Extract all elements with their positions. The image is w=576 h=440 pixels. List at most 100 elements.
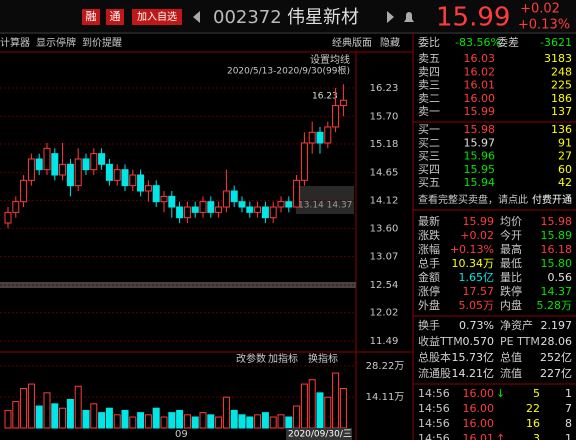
candle-body xyxy=(332,105,340,128)
badge[interactable] xyxy=(106,9,124,25)
stat-value: 15.99 xyxy=(463,215,495,228)
book-label: 委差 xyxy=(497,35,519,49)
book-label: 委比 xyxy=(418,36,440,49)
volume-bar xyxy=(316,392,324,429)
toolbar-item[interactable]: 隐藏 xyxy=(380,37,400,49)
fund-value: 0.570 xyxy=(463,335,495,348)
stat-value: 5.05万 xyxy=(459,299,495,312)
volume-bar xyxy=(129,416,137,429)
volume-bar xyxy=(113,414,121,429)
y-tick-label: 16.23 xyxy=(370,83,399,94)
stat-value: 10.34万 xyxy=(452,257,495,270)
stat-value: +0.02 xyxy=(460,229,494,242)
book-label: 卖四 xyxy=(418,65,440,78)
candle-body xyxy=(183,206,191,219)
fund-value: 252亿 xyxy=(540,351,572,364)
book-volume: 137 xyxy=(551,105,572,118)
book-value: -3621 xyxy=(540,36,572,49)
candle-body xyxy=(168,195,176,208)
fund-label: 净资产 xyxy=(500,318,533,332)
volume-bar xyxy=(293,405,301,429)
candle-body xyxy=(308,131,316,144)
stat-label: 内盘 xyxy=(500,298,522,312)
stat-label: 最低 xyxy=(500,257,522,270)
ma-button[interactable]: 设置均线 xyxy=(310,53,350,66)
candle-body xyxy=(246,206,254,213)
volume-bar xyxy=(160,416,168,429)
volume-bar xyxy=(82,409,90,429)
volume-bar xyxy=(207,414,215,429)
panel-button[interactable]: 改参数 xyxy=(236,352,266,365)
fund-label: 换手 xyxy=(418,318,440,332)
book-price: 16.02 xyxy=(464,65,496,78)
y-tick-label: 12.02 xyxy=(370,308,399,319)
prev-arrow[interactable] xyxy=(193,11,200,23)
trade-count: 1 xyxy=(565,432,572,440)
volume-bar xyxy=(324,396,332,429)
y-tick-label: 14.65 xyxy=(370,167,399,178)
bell-icon[interactable] xyxy=(404,12,414,22)
y-tick-label: 11.49 xyxy=(370,336,399,347)
stat-value: 16.18 xyxy=(541,243,573,256)
y-tick-label: 12.54 xyxy=(370,280,399,291)
volume-bar xyxy=(332,372,340,429)
book-volume: 3183 xyxy=(544,52,572,65)
volume-bar xyxy=(144,414,152,429)
candle-body xyxy=(215,206,223,213)
stat-label: 均价 xyxy=(500,215,522,228)
candle-body xyxy=(261,206,269,219)
candle-body xyxy=(20,179,28,203)
volume-bar xyxy=(215,416,223,429)
y-tick-label: 13.07 xyxy=(370,252,399,263)
fund-value: 14.21亿 xyxy=(452,367,495,380)
volume-bar xyxy=(35,405,43,429)
fund-value: 28.06 xyxy=(541,335,573,348)
book-volume: 186 xyxy=(551,92,572,105)
add-button[interactable] xyxy=(132,9,182,25)
candle-body xyxy=(300,142,308,181)
last-price: 15.99 xyxy=(436,3,510,33)
y-tick-label: 15.70 xyxy=(370,111,399,122)
toolbar-item[interactable]: 计算器 xyxy=(0,36,30,49)
book-label: 买四 xyxy=(418,163,440,176)
book-label: 卖三 xyxy=(418,79,440,92)
change: +0.02 xyxy=(520,2,560,17)
panel-button[interactable]: 换指标 xyxy=(308,352,338,365)
book-volume: 248 xyxy=(551,65,572,78)
candle-body xyxy=(105,163,113,181)
next-arrow[interactable] xyxy=(387,11,394,23)
toolbar-item[interactable]: 到价提醒 xyxy=(82,37,122,49)
trade-time: 14:56 xyxy=(418,432,450,440)
fund-label: 总值 xyxy=(500,350,522,364)
volume-bar xyxy=(277,414,285,429)
candle-body xyxy=(51,153,59,176)
trade-dir: ↑ xyxy=(496,432,505,440)
fund-value: 0.73% xyxy=(459,319,494,332)
candle-body xyxy=(254,206,262,213)
badge[interactable] xyxy=(82,9,100,25)
stat-label: 最高 xyxy=(500,242,522,256)
book-label: 卖二 xyxy=(418,92,440,105)
candle-body xyxy=(339,99,347,107)
book-link[interactable]: 付费开通 xyxy=(532,193,572,206)
fund-label: 流通股 xyxy=(418,366,451,380)
trade-price: 16.01 xyxy=(463,432,495,440)
volume-bar xyxy=(105,407,113,429)
book-label: 买五 xyxy=(418,176,440,189)
volume-bar xyxy=(51,403,59,429)
panel-button[interactable]: 加指标 xyxy=(268,352,298,365)
volume-bar xyxy=(308,379,316,429)
book-volume: 42 xyxy=(558,176,572,189)
book-volume: 225 xyxy=(551,79,572,92)
toolbar-item[interactable]: 经典版面 xyxy=(332,36,372,49)
toolbar-item[interactable]: 显示停牌 xyxy=(36,36,76,49)
trade-time: 14:56 xyxy=(418,387,450,400)
candle-body xyxy=(199,201,207,213)
stat-value: 15.80 xyxy=(541,257,573,270)
book-label: 卖五 xyxy=(418,52,440,65)
cursor-bg xyxy=(286,428,352,440)
book-price: 16.00 xyxy=(464,92,496,105)
book-volume: 60 xyxy=(558,163,572,176)
candle-body xyxy=(160,195,168,203)
